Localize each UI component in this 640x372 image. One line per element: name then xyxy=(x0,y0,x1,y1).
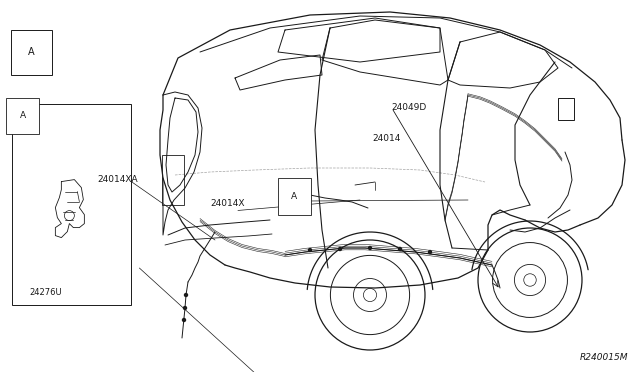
Text: 24014X: 24014X xyxy=(210,199,244,208)
Circle shape xyxy=(399,247,401,250)
Text: 24014: 24014 xyxy=(372,134,401,143)
Text: 24014XA: 24014XA xyxy=(97,175,138,184)
Circle shape xyxy=(184,294,188,296)
Text: R240015M: R240015M xyxy=(579,353,628,362)
Text: 24049D: 24049D xyxy=(392,103,427,112)
Bar xyxy=(162,155,184,205)
Circle shape xyxy=(369,247,371,250)
Text: A: A xyxy=(28,47,35,57)
Circle shape xyxy=(339,247,342,250)
Circle shape xyxy=(429,250,431,253)
Text: 24276U: 24276U xyxy=(29,288,62,297)
Text: A: A xyxy=(291,192,298,201)
Circle shape xyxy=(308,248,312,251)
Bar xyxy=(558,98,574,120)
Text: A: A xyxy=(19,111,26,120)
Circle shape xyxy=(182,318,186,321)
Bar xyxy=(12,104,131,305)
Circle shape xyxy=(184,307,186,310)
